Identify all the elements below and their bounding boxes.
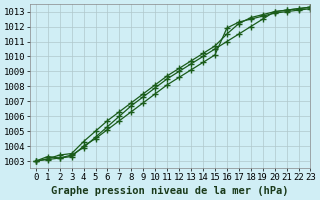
X-axis label: Graphe pression niveau de la mer (hPa): Graphe pression niveau de la mer (hPa) (52, 186, 289, 196)
